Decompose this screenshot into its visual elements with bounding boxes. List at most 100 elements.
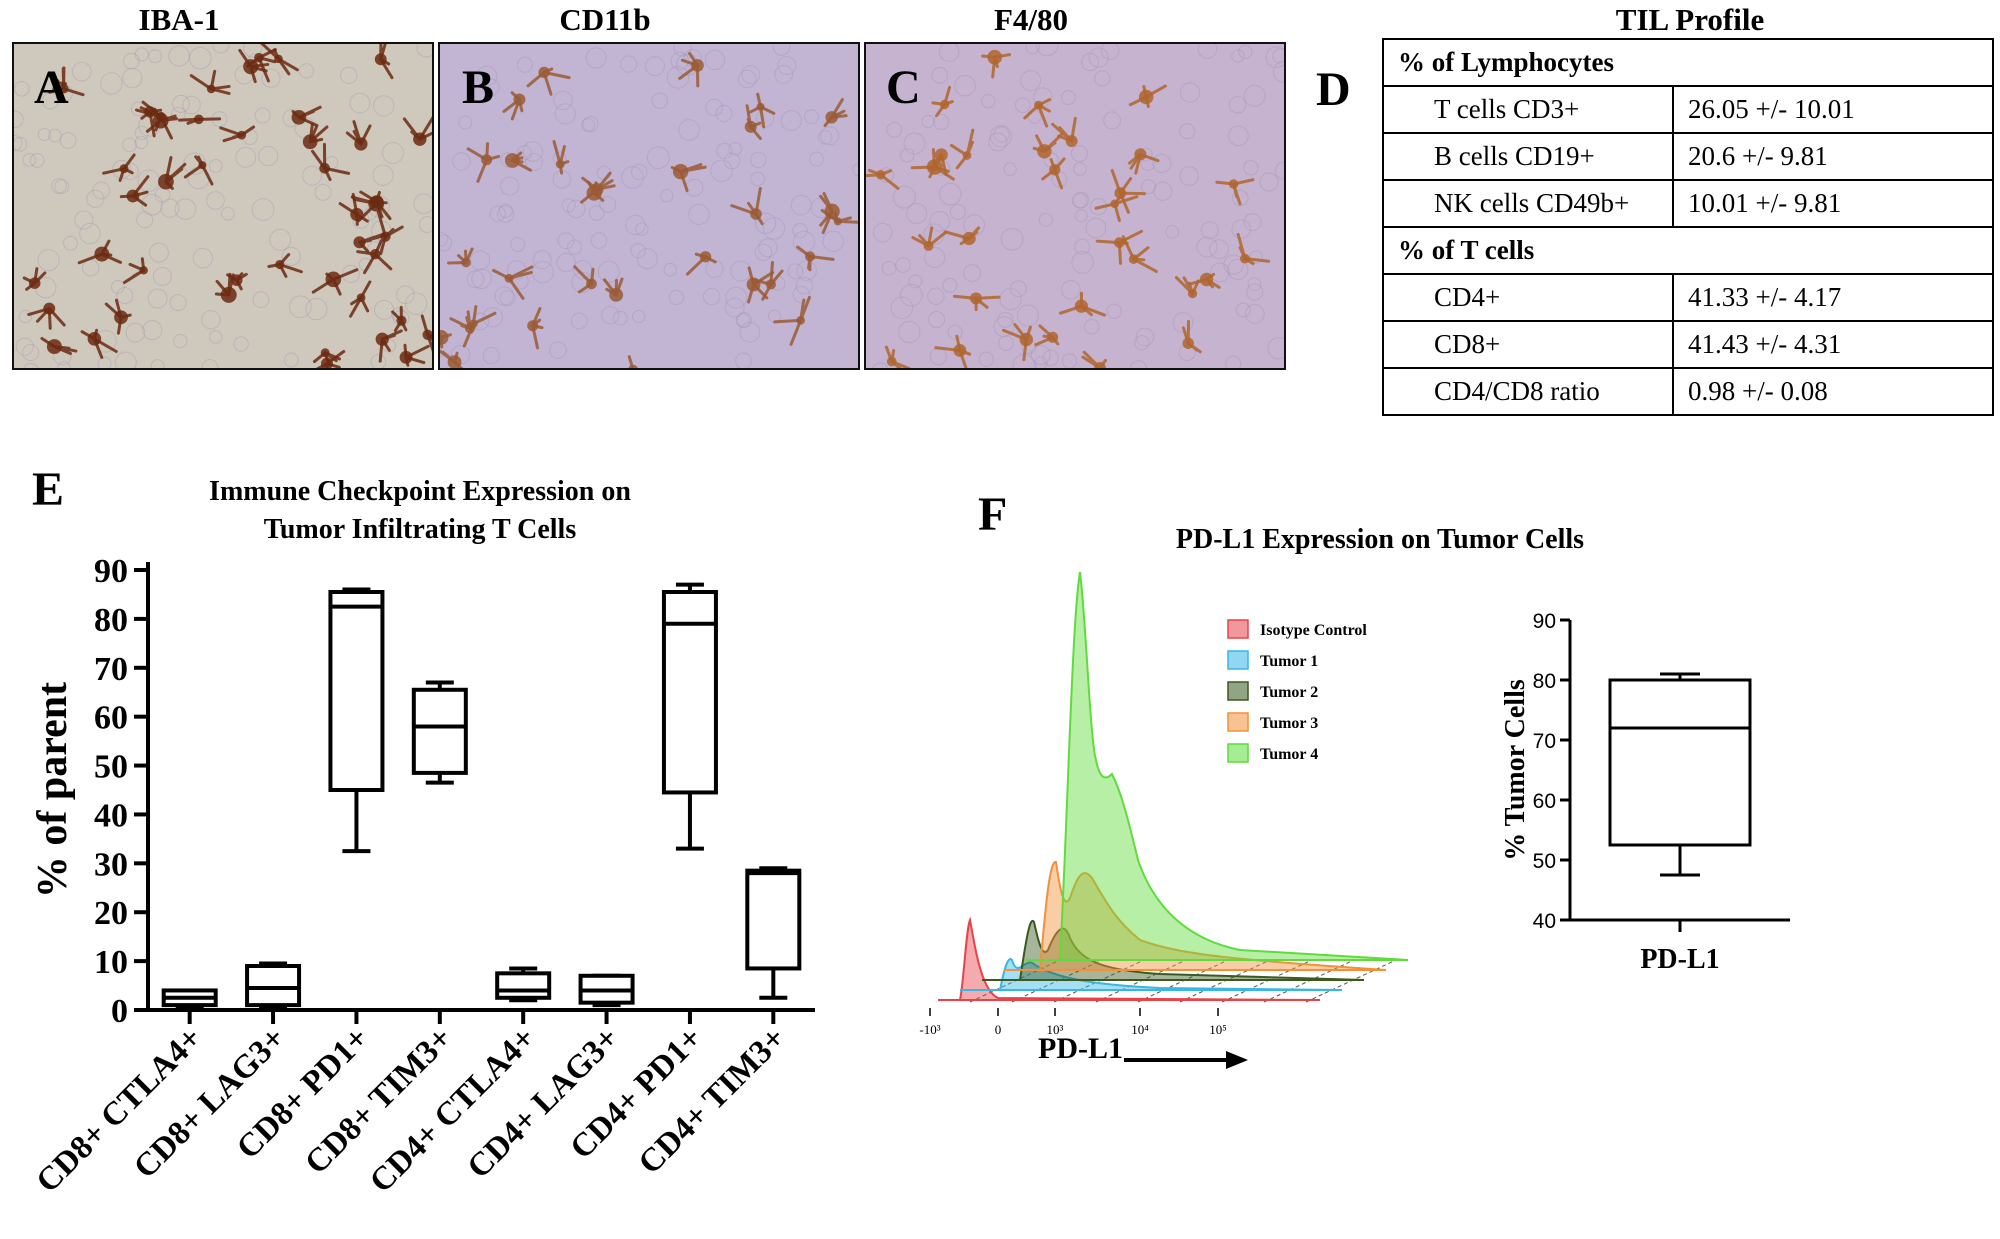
row-value: 41.33 +/- 4.17 [1672,273,1994,322]
stained-cell [805,251,816,262]
nucleus-outline [1071,251,1094,274]
nucleus-outline [942,277,958,293]
nucleus-outline [556,252,576,273]
nucleus-outline [612,310,628,326]
stained-cell [756,102,765,111]
nucleus-outline [1200,221,1219,240]
nucleus-outline [1227,258,1249,281]
nucleus-outline [141,193,163,216]
nucleus-outline [581,117,596,132]
nucleus-outline [1106,303,1122,320]
nucleus-outline [905,202,928,224]
stained-process [602,277,624,297]
legend-swatch [1227,681,1249,701]
nucleus-outline [372,164,394,186]
box [245,964,302,1008]
nucleus-outline [570,312,588,330]
stained-cell [672,163,689,180]
nucleus-outline [134,135,148,150]
stained-cell [447,355,462,368]
stained-cell [481,154,493,166]
y-tick-label: 90 [1533,610,1556,633]
stained-cell [765,279,776,290]
nucleus-outline [635,222,649,236]
stained-cell [243,59,259,75]
nucleus-outline [871,362,889,368]
x-tick-label: CD8+ TIM3+ [298,1020,459,1181]
micrograph-title-iba1: IBA-1 [138,2,220,37]
nucleus-outline [736,312,753,328]
stained-process [552,140,570,175]
stained-cell [504,153,520,168]
stained-cell [320,357,333,368]
y-axis-label: % Tumor Cells [1500,679,1531,861]
stained-process [123,257,146,284]
y-tick-label: 50 [1533,850,1556,873]
nucleus-outline [758,238,778,258]
stained-cell [58,83,69,94]
stained-cell [504,273,514,283]
nucleus-outline [349,92,371,114]
nucleus-outline [852,162,858,177]
histogram-series [1026,571,1409,961]
nucleus-outline [251,198,275,221]
stained-process [492,265,534,300]
nucleus-outline [171,94,190,113]
stained-process [80,328,118,359]
nucleus-outline [1129,360,1148,368]
stained-process [402,116,432,141]
nucleus-outline [18,309,33,324]
stained-cell [198,161,207,170]
row-label: NK cells CD49b+ [1382,179,1674,228]
nucleus-outline [71,61,92,82]
stained-cell [320,348,330,358]
stained-cell [527,320,539,332]
nucleus-outline [381,142,404,164]
nucleus-outline [470,250,491,271]
stained-cell [119,164,129,174]
nucleus-outline [898,320,921,344]
nucleus-outline [989,125,1012,148]
nucleus-outline [881,260,897,276]
stained-process [27,307,66,330]
stained-process [349,280,372,318]
nucleus-outline [51,178,67,194]
nucleus-outline [1272,48,1284,64]
stained-process [267,253,303,278]
stained-process [102,153,136,182]
nucleus-outline [755,212,777,234]
nucleus-outline [1100,44,1120,60]
tissue-background [440,44,858,368]
nucleus-outline [900,283,923,307]
nucleus-outline [1231,189,1249,207]
stained-cell [51,78,60,87]
nucleus-outline [243,44,263,58]
nucleus-outline [413,193,432,215]
micrograph-cd11b [438,42,860,370]
nucleus-outline [554,103,576,125]
nucleus-outline [302,165,322,186]
histogram-pdl1: -10³ 0 10³ 10⁴ 10⁵ Isotype Control Tumor 1 Tumo… [919,571,1409,1037]
nucleus-outline [903,132,926,155]
nucleus-outline [599,196,617,214]
stained-cell [1199,272,1214,287]
nucleus-outline [136,211,154,229]
nucleus-outline [1141,179,1156,195]
legend-label: Tumor 3 [1260,715,1318,732]
row-label: B cells CD19+ [1382,132,1674,181]
nucleus-outline [532,250,552,270]
nucleus-outline [666,65,690,89]
nucleus-outline [22,343,40,362]
nucleus-outline [999,288,1022,311]
nucleus-outline [57,361,71,368]
stained-process [177,117,222,125]
micrograph-title-cd11b: CD11b [559,2,651,37]
chart-e-title-line2: Tumor Infiltrating T Cells [263,514,577,545]
nucleus-outline [993,316,1015,338]
stained-cell [396,315,407,326]
nucleus-outline [1228,95,1247,114]
section-header-lymphocytes: % of Lymphocytes [1382,38,1994,87]
nucleus-outline [516,145,533,161]
nucleus-outline [553,90,573,111]
nucleus-outline [182,95,201,115]
